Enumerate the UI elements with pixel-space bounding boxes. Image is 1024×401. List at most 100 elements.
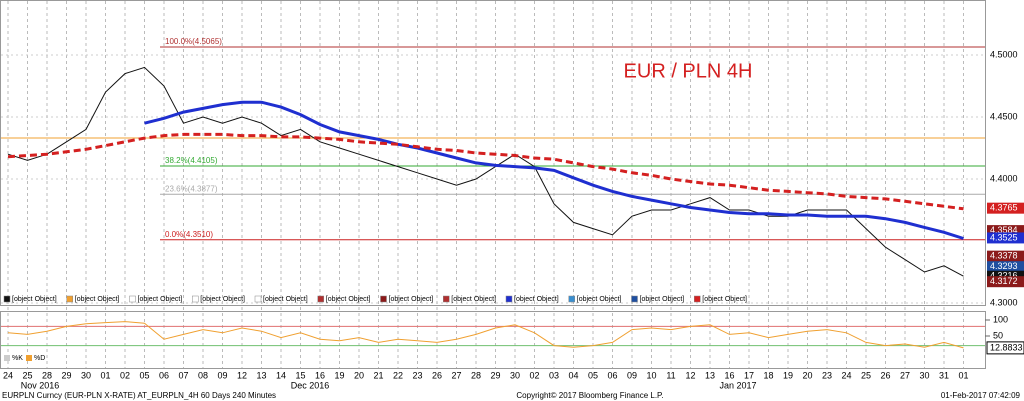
osc-last-label: 12.8833 [990, 342, 1023, 352]
x-tick-label: 12 [237, 370, 247, 380]
legend-swatch [443, 295, 450, 303]
price-panel [0, 0, 986, 306]
x-tick-label: 12 [685, 370, 695, 380]
legend-label: [object Object] [514, 296, 559, 303]
legend-label: %D [34, 355, 45, 362]
legend-swatch [505, 295, 513, 303]
x-tick-label: 01 [958, 370, 968, 380]
legend-label: [object Object] [389, 296, 434, 303]
x-tick-label: 05 [588, 370, 598, 380]
legend-swatch [26, 355, 32, 361]
x-tick-label: 02 [120, 370, 130, 380]
price-tag-label: 4.3525 [990, 232, 1018, 242]
price-tag [987, 232, 1024, 244]
footer-left: EURPLN Curncy (EUR-PLN X-RATE) AT_EURPLN… [2, 391, 276, 400]
legend-label: %K [12, 355, 23, 362]
x-tick-label: 07 [178, 370, 188, 380]
x-tick-label: 05 [139, 370, 149, 380]
price-tag-label: 4.3765 [990, 203, 1018, 213]
legend-label: [object Object] [138, 296, 183, 303]
x-tick-label: 23 [822, 370, 832, 380]
y-tick-label: 4.4000 [990, 173, 1018, 183]
x-tick-label: 15 [295, 370, 305, 380]
x-tick-label: 21 [373, 370, 383, 380]
footer-center: Copyright© 2017 Bloomberg Finance L.P. [516, 391, 663, 400]
x-tick-label: 20 [354, 370, 364, 380]
price-tag [987, 276, 1024, 288]
month-label: Jan 2017 [719, 380, 756, 390]
legend-swatch [129, 295, 136, 303]
x-tick-label: 20 [802, 370, 812, 380]
price-tag [987, 225, 1024, 237]
legend-swatch [568, 295, 575, 303]
x-tick-label: 28 [471, 370, 481, 380]
legend-label: [object Object] [702, 296, 747, 303]
x-tick-label: 02 [529, 370, 539, 380]
x-tick-label: 26 [432, 370, 442, 380]
month-label: Dec 2016 [291, 380, 330, 390]
legend-label: [object Object] [326, 296, 371, 303]
footer-right: 01-Feb-2017 07:42:09 [941, 391, 1021, 400]
legend-label: [object Object] [263, 296, 308, 303]
osc-tick-label: 100 [993, 314, 1008, 324]
x-tick-label: 25 [861, 370, 871, 380]
x-tick-label: 19 [783, 370, 793, 380]
series-line [144, 100, 964, 240]
x-tick-label: 30 [510, 370, 520, 380]
series-line [7, 321, 964, 349]
x-tick-label: 24 [3, 370, 13, 380]
x-tick-label: 04 [568, 370, 578, 380]
x-tick-label: 13 [256, 370, 266, 380]
x-tick-label: 11 [666, 370, 675, 380]
x-tick-label: 14 [276, 370, 286, 380]
x-tick-label: 19 [334, 370, 344, 380]
x-tick-label: 31 [939, 370, 949, 380]
x-tick-label: 16 [724, 370, 734, 380]
fib-label: 0.0%(4.3510) [165, 230, 213, 239]
legend-label: [object Object] [75, 296, 120, 303]
legend-label: [object Object] [451, 296, 496, 303]
x-tick-label: 23 [412, 370, 422, 380]
legend-swatch [380, 295, 387, 303]
x-tick-label: 16 [315, 370, 325, 380]
x-tick-label: 29 [61, 370, 71, 380]
x-tick-label: 17 [744, 370, 754, 380]
x-tick-label: 29 [490, 370, 500, 380]
grid [1, 1, 985, 368]
x-tick-label: 06 [159, 370, 169, 380]
x-tick-label: 06 [607, 370, 617, 380]
osc-tick-label: 50 [993, 330, 1003, 340]
x-tick-label: 27 [451, 370, 461, 380]
price-tag-label: 4.3584 [990, 225, 1018, 235]
legend-label: [object Object] [577, 296, 622, 303]
legend-label: [object Object] [640, 296, 685, 303]
price-tag-label: 4.3172 [990, 276, 1018, 286]
month-label: Nov 2016 [21, 380, 60, 390]
x-tick-label: 13 [705, 370, 715, 380]
x-tick-label: 28 [42, 370, 52, 380]
legend-label: [object Object] [200, 296, 245, 303]
x-tick-label: 01 [100, 370, 110, 380]
y-tick-label: 4.5000 [990, 49, 1018, 59]
oscillator-panel [0, 311, 986, 369]
x-tick-label: 24 [841, 370, 851, 380]
legend-swatch [4, 355, 10, 361]
legend-swatch [317, 295, 324, 303]
price-tag-label: 4.3378 [990, 251, 1018, 261]
series-line [7, 66, 964, 277]
legend-swatch [3, 295, 11, 303]
price-tag-label: 4.3216 [990, 271, 1018, 281]
legend-swatch [192, 295, 199, 303]
x-tick-label: 30 [81, 370, 91, 380]
y-tick-label: 4.4500 [990, 111, 1018, 121]
x-tick-label: 22 [393, 370, 403, 380]
legend-label: [object Object] [12, 296, 57, 303]
chart-title: EUR / PLN 4H [624, 60, 753, 82]
x-tick-label: 25 [22, 370, 32, 380]
legend-swatch [694, 295, 701, 303]
x-tick-label: 09 [627, 370, 637, 380]
price-tag-label: 4.3293 [990, 261, 1018, 271]
x-tick-label: 08 [198, 370, 208, 380]
x-tick-label: 18 [763, 370, 773, 380]
